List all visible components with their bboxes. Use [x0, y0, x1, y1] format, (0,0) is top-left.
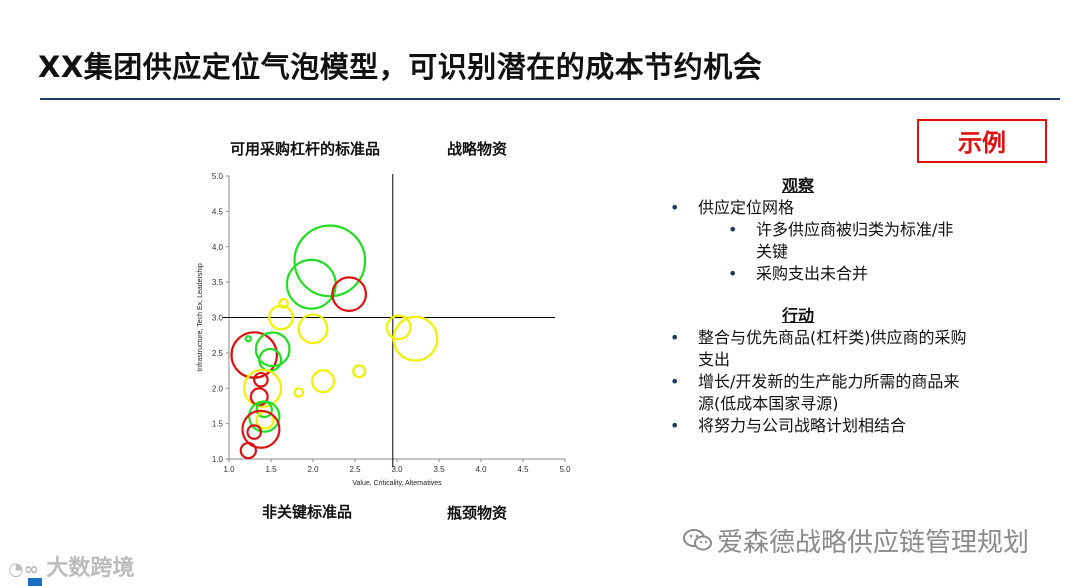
bubble [311, 369, 336, 394]
logo-text: 大数跨境 [46, 556, 135, 581]
y-tick-label: 2.5 [212, 349, 224, 358]
bubble [278, 298, 289, 309]
bubble [258, 347, 283, 372]
y-tick-label: 1.5 [212, 420, 224, 429]
observe-item: 供应定位网格 [668, 197, 968, 219]
wechat-icon [683, 527, 713, 560]
quadrant-label-leverage: 可用采购杠杆的标准品 [230, 140, 381, 158]
y-tick-label: 4.0 [212, 243, 224, 252]
example-badge: 示例 [917, 119, 1047, 163]
bubble [239, 441, 257, 460]
y-axis-label: Infrastructure, Tech Ex, Leadership [197, 263, 204, 372]
action-item: 整合与优先商品(杠杆类)供应商的采购支出 [668, 327, 968, 371]
bubble [246, 424, 263, 440]
watermark-text: 爱森德战略供应链管理规划 [717, 528, 1030, 558]
observe-title: 观察 [781, 176, 814, 195]
bubble [248, 400, 281, 433]
bubble [285, 258, 337, 310]
bubble [331, 276, 368, 313]
action-item: 将努力与公司战略计划相结合 [668, 415, 968, 437]
brand-logo: ◔∞ 大数跨境 [8, 550, 134, 582]
bubble [392, 315, 439, 362]
bubble [385, 314, 412, 341]
x-tick-label: 3.0 [391, 465, 403, 474]
quadrant-label-strategic: 战略物资 [447, 140, 508, 158]
y-tick-label: 5.0 [212, 172, 224, 181]
x-tick-label: 3.5 [433, 465, 445, 474]
watermark: 爱森德战略供应链管理规划 [683, 522, 1029, 560]
quadrant-label-noncritical: 非关键标准品 [262, 503, 353, 521]
bubble [352, 364, 367, 379]
y-tick-label: 4.5 [212, 207, 224, 216]
bubble [241, 409, 281, 449]
y-tick-label: 3.0 [212, 314, 224, 323]
x-tick-label: 5.0 [559, 465, 571, 474]
bubble [268, 304, 294, 331]
bubble [244, 335, 252, 343]
page-title: XX集团供应定位气泡模型，可识别潜在的成本节约机会 [38, 50, 763, 84]
logo-mark [28, 578, 42, 586]
x-tick-label: 2.5 [349, 465, 361, 474]
y-tick-label: 3.5 [212, 278, 224, 287]
x-axis-label: Value, Criticality, Alternatives [352, 480, 442, 487]
x-tick-label: 4.0 [475, 465, 487, 474]
x-tick-label: 4.5 [517, 465, 529, 474]
x-tick-label: 1.5 [265, 465, 277, 474]
quadrant-label-bottleneck: 瓶颈物资 [447, 504, 508, 522]
x-tick-label: 2.0 [307, 465, 319, 474]
bubble [297, 313, 329, 345]
observe-subitem: 采购支出未合并 [668, 263, 968, 285]
bubble [253, 371, 269, 388]
bubble [243, 368, 283, 408]
y-tick-label: 2.0 [212, 384, 224, 393]
title-divider [40, 98, 1060, 100]
x-tick-label: 1.0 [223, 465, 235, 474]
bubble [293, 224, 367, 298]
y-tick-label: 1.0 [212, 455, 224, 464]
action-item: 增长/开发新的生产能力所需的商品来源(低成本国家寻源) [668, 371, 968, 415]
logo-icon: ◔∞ [8, 559, 39, 580]
bubble [254, 331, 291, 368]
bubble-chart: 1.0 1.5 2.0 2.5 3.0 3.5 4.0 4.5 5.0 1.0 1.5 2.0 2.5 3… [197, 172, 571, 487]
notes-panel: 观察 供应定位网格 许多供应商被归类为标准/非关键 采购支出未合并 行动 整合与… [668, 175, 968, 437]
action-title: 行动 [781, 306, 814, 325]
observe-subitem: 许多供应商被归类为标准/非关键 [668, 219, 968, 263]
bubble [293, 387, 305, 398]
